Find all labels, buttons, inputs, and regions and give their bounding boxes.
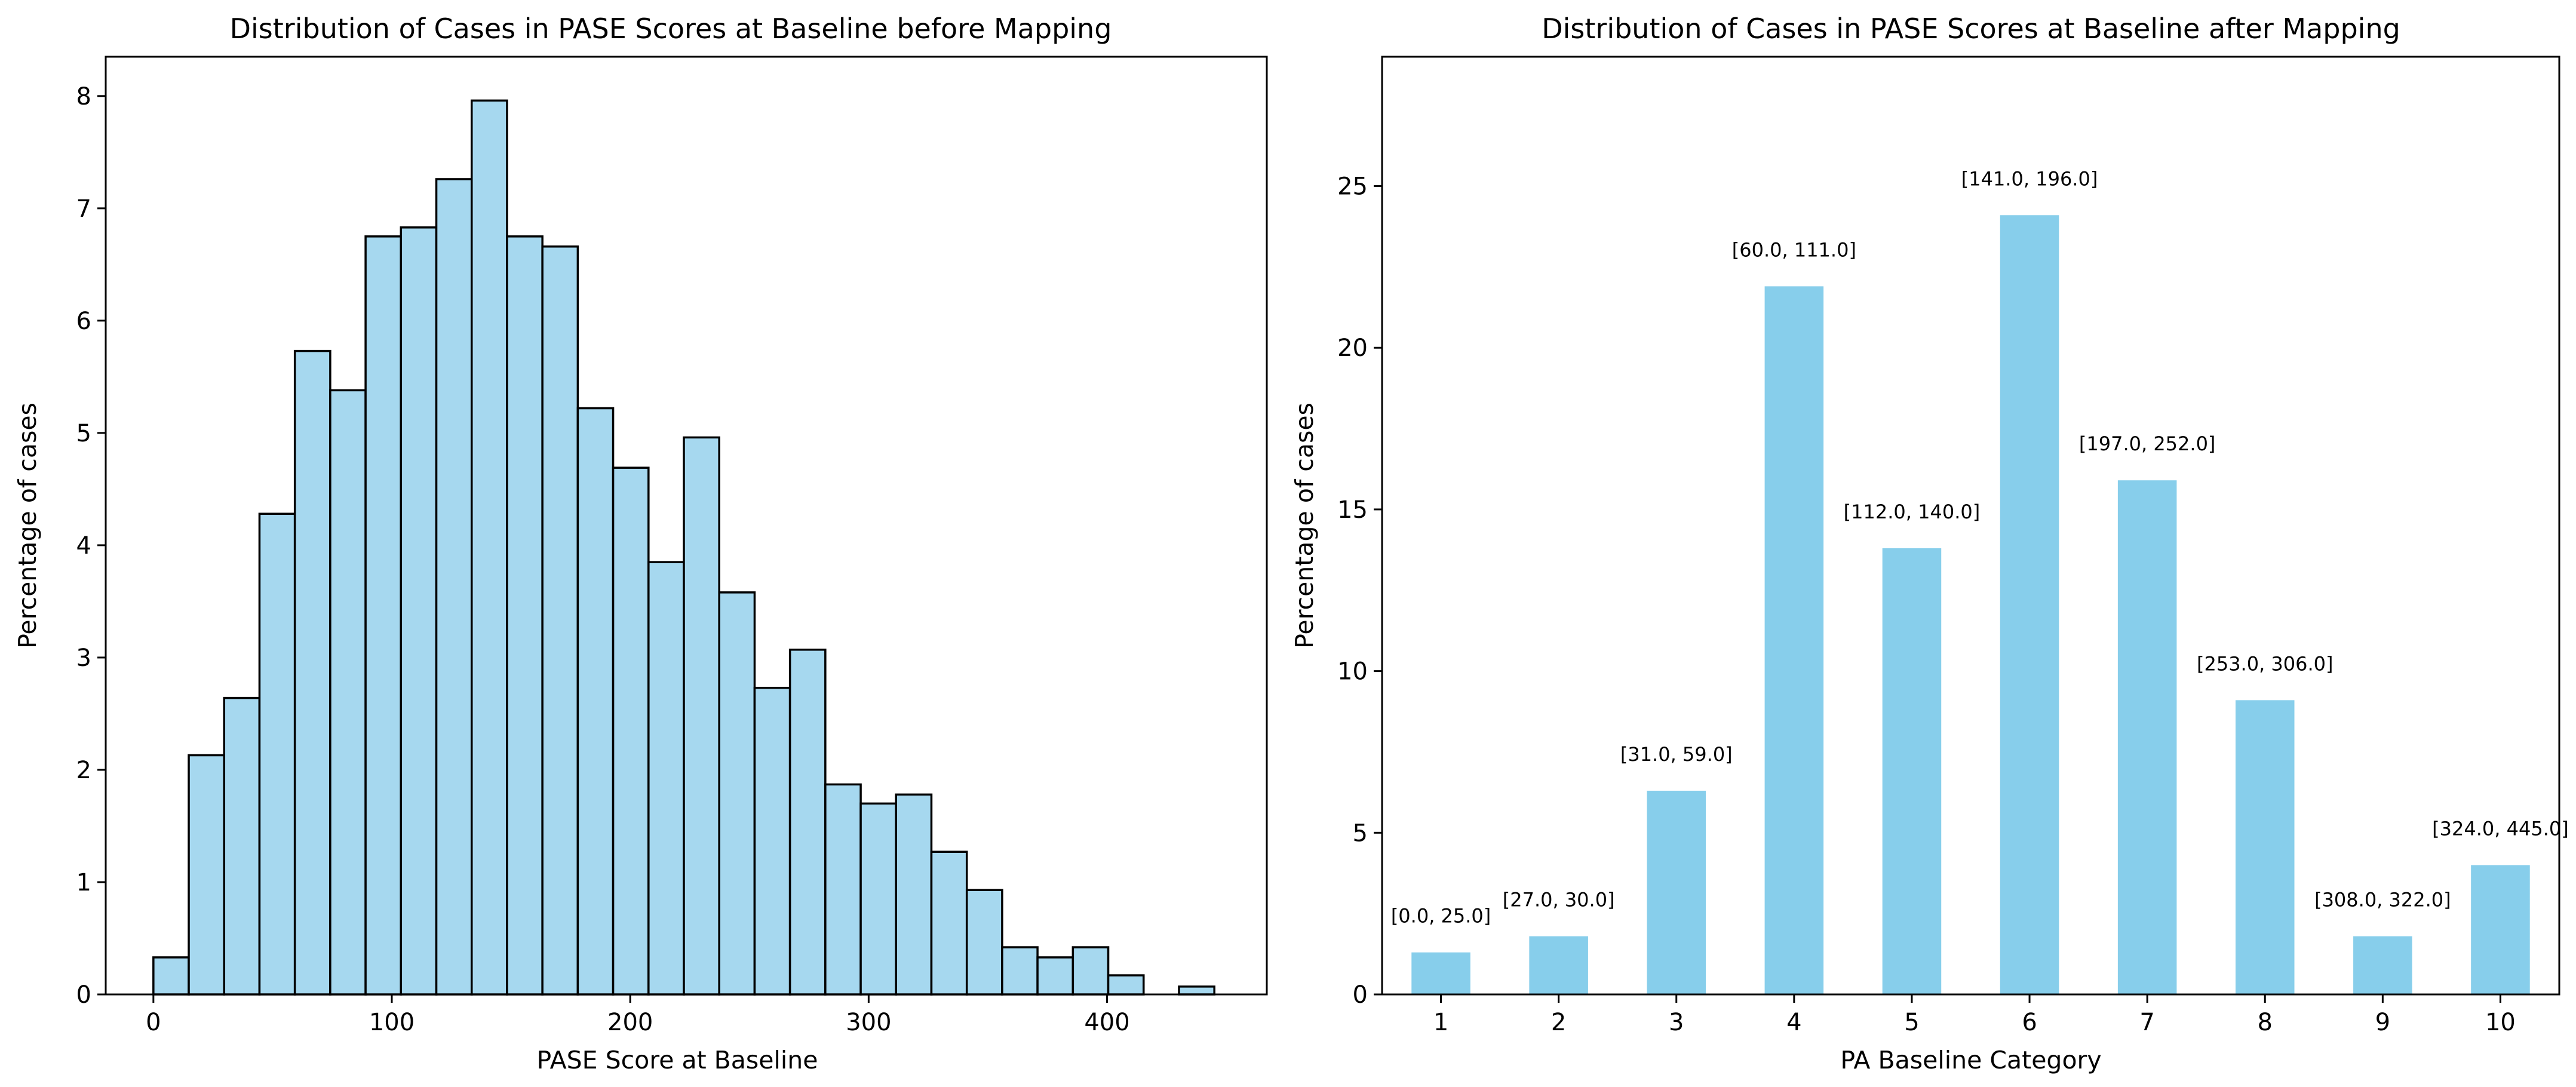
histogram-bar (1107, 974, 1145, 996)
y-tick-label: 20 (1337, 334, 1368, 362)
x-tick-label: 8 (2258, 1009, 2273, 1036)
histogram-bar (612, 466, 650, 996)
bar-range-label: [253.0, 306.0] (2197, 652, 2334, 675)
histogram-bar (152, 956, 190, 996)
histogram-bar (435, 178, 473, 996)
y-axis-ticks: 0 5 10 15 20 25 (1337, 173, 1382, 1009)
histogram-bars (152, 99, 1215, 996)
y-axis-label: Percentage of cases (13, 403, 42, 649)
y-tick-label: 15 (1337, 496, 1368, 524)
category-bar (1764, 286, 1824, 995)
y-tick-label: 3 (76, 644, 91, 672)
bar-range-label: [197.0, 252.0] (2079, 432, 2216, 455)
histogram-bar (258, 512, 296, 996)
x-tick-label: 0 (146, 1009, 161, 1036)
category-bars (1411, 215, 2530, 995)
histogram-bar (329, 389, 367, 996)
y-tick-label: 0 (76, 981, 91, 1009)
histogram-bar (541, 245, 579, 996)
histogram-bar (223, 696, 261, 996)
histogram-bar (859, 802, 898, 996)
y-tick-label: 7 (76, 195, 91, 223)
y-axis-ticks: 0 1 2 3 4 5 6 7 8 (76, 83, 106, 1009)
x-axis-label: PASE Score at Baseline (536, 1046, 818, 1074)
y-tick-label: 10 (1337, 658, 1368, 686)
histogram-bar (718, 591, 756, 996)
x-tick-label: 6 (2022, 1009, 2037, 1036)
x-axis-label: PA Baseline Category (1840, 1046, 2101, 1074)
histogram-bar (824, 783, 862, 996)
plot-frame (1381, 56, 2560, 996)
chart-title: Distribution of Cases in PASE Scores at … (1542, 13, 2400, 45)
bar-range-label: [324.0, 445.0] (2432, 817, 2569, 840)
x-tick-label: 10 (2485, 1009, 2516, 1036)
bar-range-label: [308.0, 322.0] (2314, 889, 2451, 911)
x-tick-label: 100 (369, 1009, 415, 1036)
histogram-bar (364, 235, 403, 996)
histogram-bar (506, 235, 544, 996)
plot-frame (105, 56, 1268, 996)
category-bar (2353, 936, 2412, 994)
x-tick-label: 2 (1551, 1009, 1566, 1036)
x-axis-ticks: 0 100 200 300 400 (146, 994, 1130, 1036)
x-tick-label: 4 (1786, 1009, 1801, 1036)
histogram-bar (293, 349, 331, 996)
bar-range-annotations: [0.0, 25.0] [27.0, 30.0] [31.0, 59.0] [60.0… (1391, 167, 2569, 927)
x-tick-label: 400 (1084, 1009, 1129, 1036)
y-tick-label: 8 (76, 83, 91, 110)
bar-range-label: [60.0, 111.0] (1732, 238, 1856, 261)
y-tick-label: 25 (1337, 173, 1368, 201)
chart-title: Distribution of Cases in PASE Scores at … (230, 13, 1112, 45)
y-axis-label: Percentage of cases (1290, 403, 1319, 649)
category-bar (2235, 700, 2295, 994)
histogram-bar (895, 793, 933, 996)
y-tick-label: 4 (76, 532, 91, 560)
chart-before-mapping: Distribution of Cases in PASE Scores at … (13, 13, 1268, 1074)
y-tick-label: 5 (1353, 819, 1368, 847)
x-tick-label: 300 (846, 1009, 891, 1036)
histogram-bar (400, 226, 438, 996)
x-tick-label: 1 (1433, 1009, 1448, 1036)
y-tick-label: 2 (76, 757, 91, 784)
category-bar (1647, 790, 1706, 994)
y-tick-label: 1 (76, 869, 91, 896)
category-bar (1882, 548, 1942, 994)
y-tick-label: 6 (76, 308, 91, 335)
histogram-bar (1036, 956, 1074, 996)
x-tick-label: 5 (1904, 1009, 1919, 1036)
category-bar (1411, 952, 1470, 994)
category-bar (2000, 215, 2059, 994)
bar-range-label: [27.0, 30.0] (1503, 889, 1615, 911)
category-bar (1529, 936, 1588, 994)
chart-after-mapping: Distribution of Cases in PASE Scores at … (1290, 13, 2569, 1074)
histogram-bar (753, 686, 791, 996)
x-tick-label: 200 (607, 1009, 653, 1036)
histogram-bar (1001, 946, 1039, 996)
histogram-bar (965, 889, 1003, 996)
histogram-bar (470, 99, 508, 996)
histogram-bar (683, 436, 720, 996)
histogram-bar (647, 561, 685, 996)
category-bar (2471, 865, 2530, 994)
histogram-bar (1178, 985, 1215, 996)
bar-range-label: [0.0, 25.0] (1391, 905, 1491, 928)
x-tick-label: 9 (2375, 1009, 2390, 1036)
histogram-bar (930, 850, 968, 996)
histogram-bar (188, 754, 226, 996)
histogram-bar (576, 407, 615, 996)
category-bar (2117, 480, 2177, 994)
x-tick-label: 3 (1669, 1009, 1684, 1036)
histogram-bar (788, 649, 827, 996)
y-tick-label: 5 (76, 420, 91, 447)
x-axis-ticks: 1 2 3 4 5 6 7 8 9 10 (1433, 994, 2516, 1036)
bar-range-label: [141.0, 196.0] (1961, 167, 2098, 190)
y-tick-label: 0 (1353, 981, 1368, 1009)
x-tick-label: 7 (2139, 1009, 2154, 1036)
bar-range-label: [31.0, 59.0] (1620, 743, 1733, 766)
histogram-bar (1071, 946, 1110, 996)
bar-range-label: [112.0, 140.0] (1844, 500, 1981, 523)
